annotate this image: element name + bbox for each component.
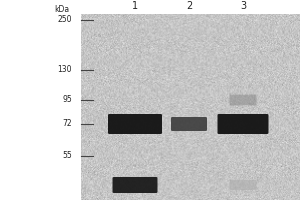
FancyBboxPatch shape xyxy=(218,114,268,134)
Text: 2: 2 xyxy=(186,1,192,11)
Text: 55: 55 xyxy=(62,152,72,160)
Text: kDa: kDa xyxy=(54,5,69,15)
FancyBboxPatch shape xyxy=(112,177,158,193)
Text: 250: 250 xyxy=(58,16,72,24)
Text: 1: 1 xyxy=(132,1,138,11)
Text: 72: 72 xyxy=(62,119,72,129)
FancyBboxPatch shape xyxy=(171,117,207,131)
FancyBboxPatch shape xyxy=(230,180,256,190)
FancyBboxPatch shape xyxy=(230,95,256,105)
Text: 130: 130 xyxy=(58,66,72,74)
FancyBboxPatch shape xyxy=(108,114,162,134)
Text: 95: 95 xyxy=(62,96,72,104)
Text: 3: 3 xyxy=(240,1,246,11)
